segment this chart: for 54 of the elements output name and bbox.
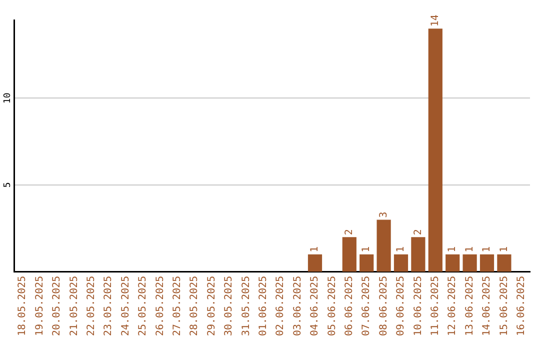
- x-tick-label: 28.05.2025: [189, 276, 200, 336]
- x-tick-label: 24.05.2025: [120, 276, 132, 336]
- x-tick-label: 04.06.2025: [310, 276, 321, 336]
- x-tick-label: 18.05.2025: [17, 276, 28, 336]
- bar: [308, 254, 322, 272]
- data-label: 1: [498, 246, 510, 252]
- x-tick-label: 06.06.2025: [344, 276, 355, 336]
- x-tick-label: 25.05.2025: [138, 276, 149, 336]
- data-label: 1: [361, 246, 372, 252]
- bar: [394, 254, 408, 272]
- x-tick-label: 13.06.2025: [464, 276, 476, 336]
- x-tick-label: 26.05.2025: [154, 276, 166, 336]
- data-label: 1: [396, 246, 407, 252]
- x-tick-label: 14.06.2025: [482, 276, 493, 336]
- x-tick-label: 10.06.2025: [412, 276, 424, 336]
- x-tick-label: 07.06.2025: [361, 276, 372, 336]
- x-tick-label: 23.05.2025: [103, 276, 114, 336]
- x-tick-label: 11.06.2025: [430, 276, 441, 336]
- y-tick-label: 10: [2, 92, 13, 104]
- x-tick-label: 16.06.2025: [516, 276, 527, 336]
- bar: [411, 237, 426, 272]
- bar: [376, 220, 391, 272]
- x-tick-label: 05.06.2025: [326, 276, 338, 336]
- x-tick-label: 29.05.2025: [206, 276, 218, 336]
- bar: [428, 28, 442, 272]
- data-label: 2: [412, 229, 424, 236]
- x-tick-label: 01.06.2025: [258, 276, 269, 336]
- data-label: 2: [344, 229, 355, 236]
- x-tick-label: 02.06.2025: [275, 276, 286, 336]
- x-tick-label: 12.06.2025: [447, 276, 458, 336]
- x-tick-label: 21.05.2025: [68, 276, 80, 336]
- x-tick-label: 03.06.2025: [292, 276, 304, 336]
- data-label: 14: [430, 14, 441, 27]
- bar: [480, 254, 494, 272]
- bar: [360, 254, 374, 272]
- data-label: 1: [447, 246, 458, 252]
- x-tick-label: 08.06.2025: [378, 276, 390, 336]
- data-label: 1: [464, 246, 476, 252]
- x-tick-label: 30.05.2025: [224, 276, 235, 336]
- data-label: 1: [482, 246, 493, 252]
- x-tick-label: 09.06.2025: [396, 276, 407, 336]
- bar: [462, 254, 477, 272]
- bar: [342, 237, 356, 272]
- data-label: 1: [310, 246, 321, 252]
- x-tick-label: 27.05.2025: [172, 276, 183, 336]
- data-label: 3: [378, 212, 390, 218]
- bar: [446, 254, 460, 272]
- x-tick-label: 22.05.2025: [86, 276, 97, 336]
- x-tick-label: 19.05.2025: [34, 276, 46, 336]
- bar: [497, 254, 512, 272]
- x-tick-label: 31.05.2025: [240, 276, 252, 336]
- y-tick-label: 5: [2, 182, 13, 188]
- x-tick-label: 20.05.2025: [52, 276, 63, 336]
- x-tick-label: 15.06.2025: [498, 276, 510, 336]
